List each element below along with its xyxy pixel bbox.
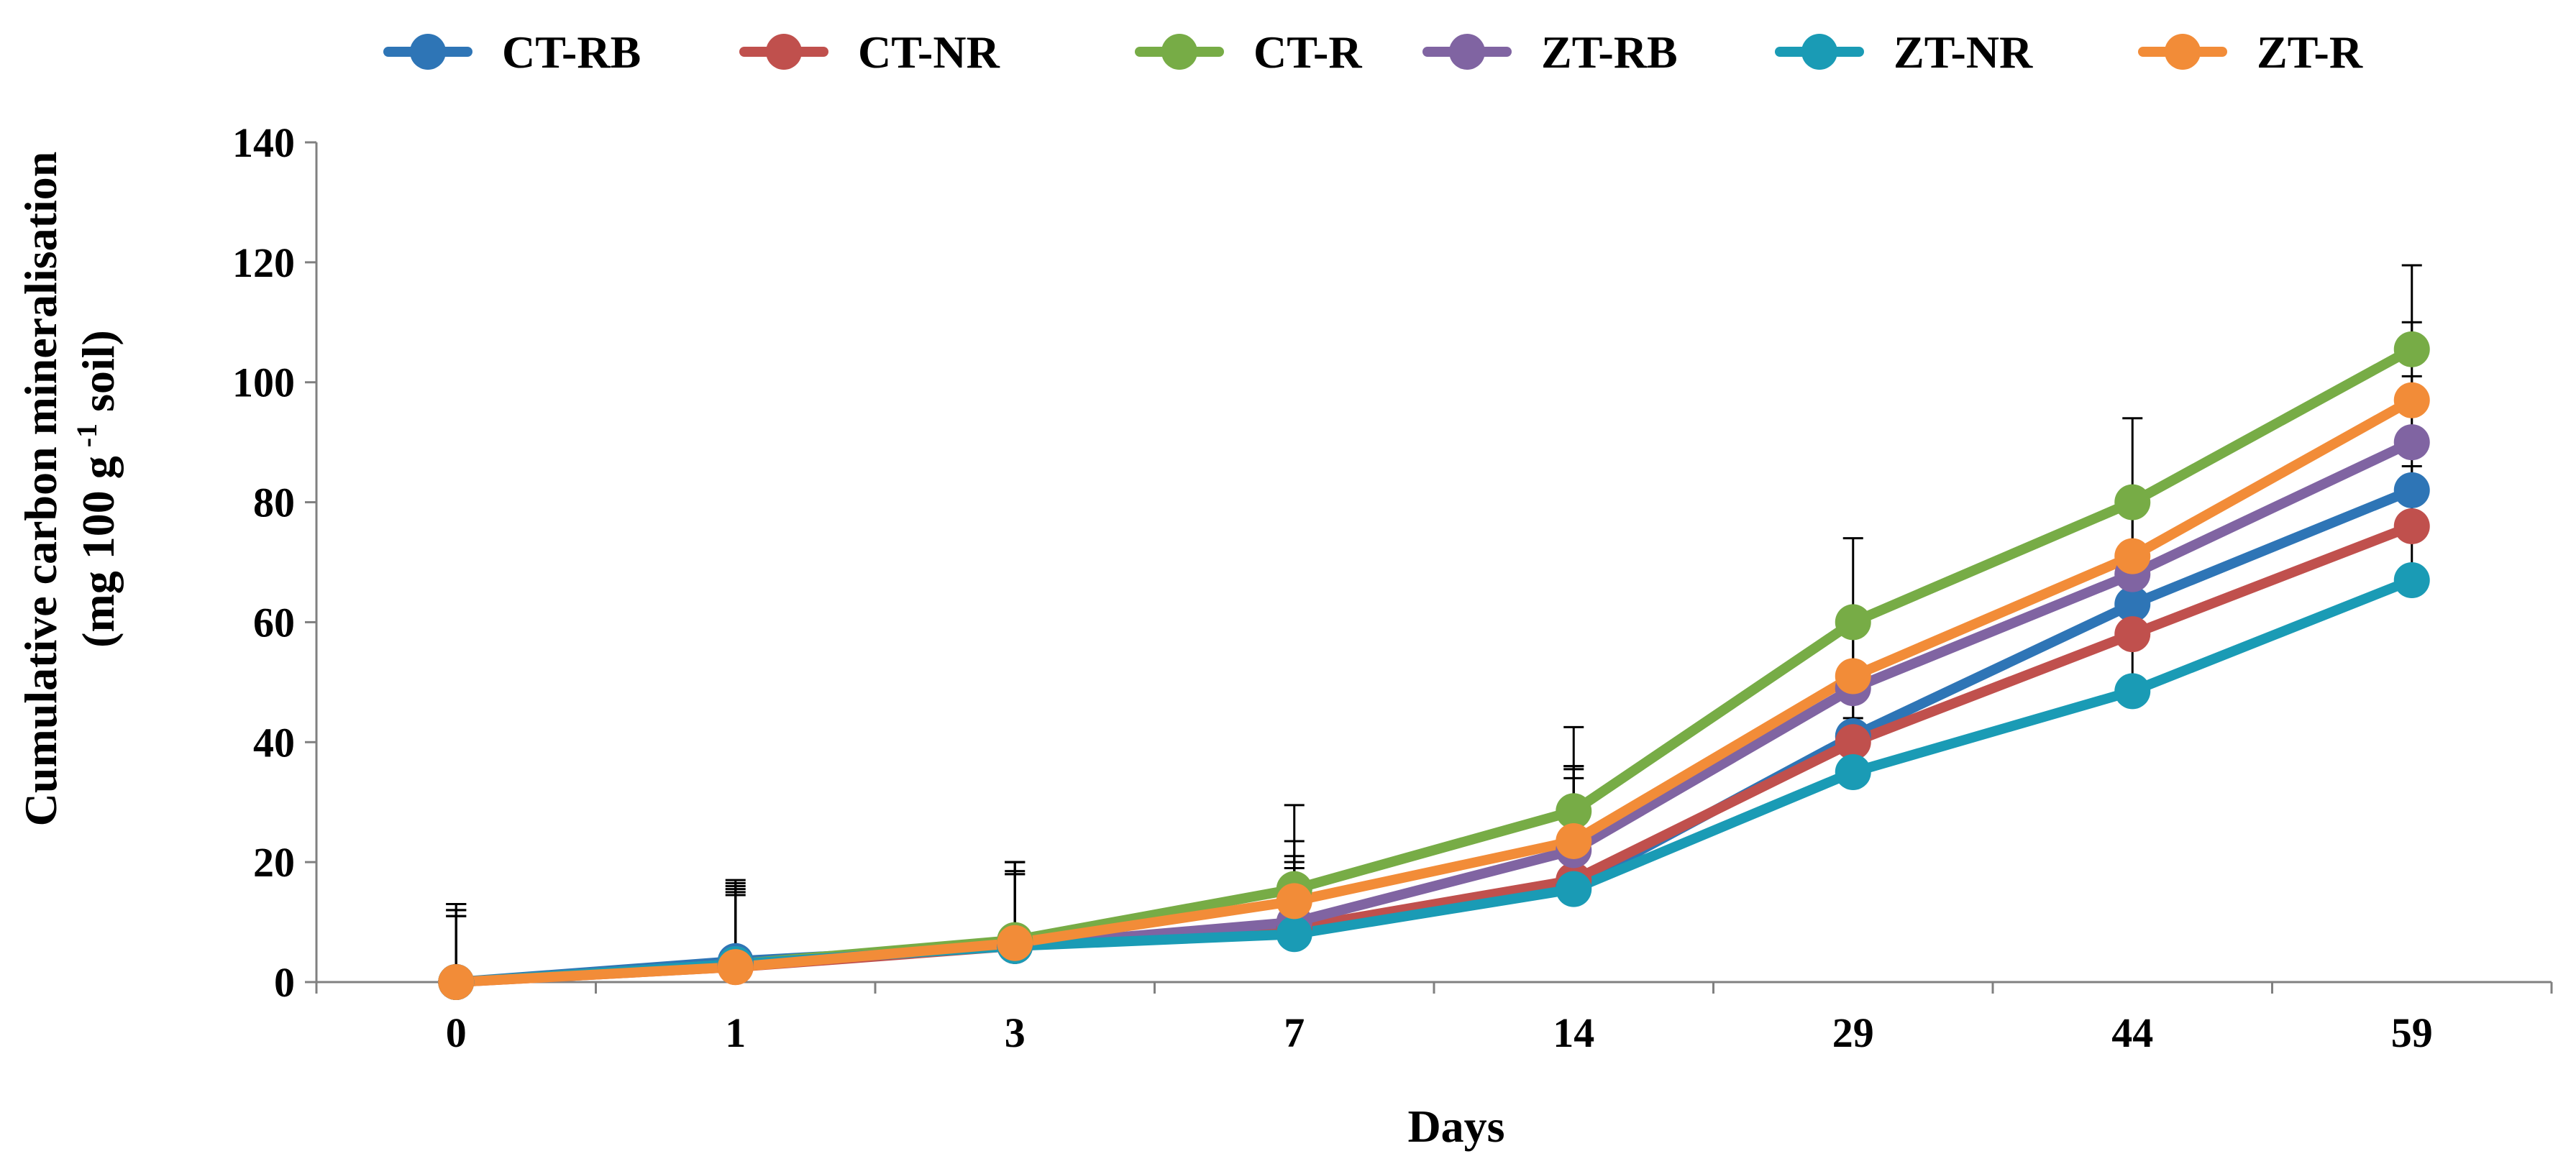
y-tick-label: 80 <box>253 480 295 526</box>
data-point-ct-nr <box>2114 616 2151 653</box>
series-points <box>438 331 2430 1000</box>
legend-label: CT-NR <box>858 27 1000 78</box>
legend-label: ZT-NR <box>1894 27 2033 78</box>
data-point-ct-rb <box>2393 472 2430 508</box>
data-point-ct-r <box>2114 484 2151 521</box>
data-point-zt-r <box>2393 382 2430 418</box>
legend-swatch-marker <box>1449 34 1485 70</box>
legend-label: CT-RB <box>502 27 641 78</box>
x-tick-label: 7 <box>1284 1009 1305 1056</box>
data-point-zt-nr <box>1835 754 1871 790</box>
legend-item-zt-r: ZT-R <box>2138 27 2363 78</box>
legend-label: CT-R <box>1253 27 1362 78</box>
y-tick-label: 20 <box>253 839 295 886</box>
legend-item-ct-rb: CT-RB <box>383 27 641 78</box>
x-tick-label: 59 <box>2391 1009 2433 1056</box>
x-tick-label: 1 <box>725 1009 746 1056</box>
data-point-zt-r <box>1835 658 1871 694</box>
data-point-ct-nr <box>2393 508 2430 544</box>
legend-swatch-marker <box>766 34 802 70</box>
y-tick-label: 60 <box>253 599 295 646</box>
x-tick-label: 29 <box>1832 1009 1874 1056</box>
series-lines <box>451 344 2417 987</box>
x-axis-title: Days <box>1407 1101 1504 1152</box>
y-tick-label: 40 <box>253 719 295 766</box>
legend-item-ct-nr: CT-NR <box>739 27 1000 78</box>
data-point-zt-rb <box>2393 424 2430 461</box>
legend-swatch-marker <box>1161 34 1197 70</box>
data-point-ct-r <box>2393 331 2430 367</box>
x-tick-label: 0 <box>446 1009 467 1056</box>
legend-item-zt-nr: ZT-NR <box>1775 27 2033 78</box>
legend-item-ct-r: CT-R <box>1135 27 1362 78</box>
data-point-ct-r <box>1835 604 1871 641</box>
legend-item-zt-rb: ZT-RB <box>1422 27 1678 78</box>
data-point-zt-r <box>438 964 475 1000</box>
x-tick-label: 3 <box>1005 1009 1026 1056</box>
legend-label: ZT-R <box>2257 27 2363 78</box>
series-line-zt-r <box>451 395 2417 987</box>
y-tick-label: 120 <box>232 239 295 286</box>
y-axis-title: Cumulative carbon mineralisation <box>15 152 66 827</box>
x-tick-label: 44 <box>2111 1009 2153 1056</box>
y-tick-label: 140 <box>232 119 295 166</box>
y-axis-title-units-prefix: (mg 100 g <box>73 456 124 648</box>
data-point-zt-r <box>2114 538 2151 574</box>
legend-label: ZT-RB <box>1541 27 1678 78</box>
y-axis-title-units-suffix: soil) <box>73 330 124 423</box>
data-point-zt-nr <box>1556 871 1592 907</box>
data-point-zt-nr <box>1276 916 1312 953</box>
data-point-ct-r <box>1556 793 1592 830</box>
data-point-zt-nr <box>2114 673 2151 710</box>
data-point-ct-nr <box>1835 724 1871 761</box>
legend: CT-RB CT-NR CT-R ZT-RB ZT-NR ZT-R <box>383 27 2363 78</box>
legend-swatch-marker <box>2165 34 2201 70</box>
data-point-zt-r <box>1276 883 1312 920</box>
legend-swatch-marker <box>1801 34 1837 70</box>
legend-swatch-marker <box>410 34 446 70</box>
y-axis: 0 20 40 60 80 100 120 140 <box>232 119 318 1006</box>
data-point-ct-rb <box>2114 586 2151 623</box>
data-point-zt-r <box>717 949 754 986</box>
y-axis-title-units: (mg 100 g -1 soil) <box>70 330 124 648</box>
data-point-zt-nr <box>2393 562 2430 599</box>
y-tick-label: 0 <box>274 959 295 1006</box>
y-tick-label: 100 <box>232 359 295 406</box>
data-point-zt-r <box>997 925 1033 961</box>
x-axis: 0 1 3 7 14 29 44 59 <box>315 981 2553 1056</box>
y-axis-title-units-sup: -1 <box>70 423 103 447</box>
data-point-zt-r <box>1556 822 1592 859</box>
x-tick-label: 14 <box>1553 1009 1594 1056</box>
